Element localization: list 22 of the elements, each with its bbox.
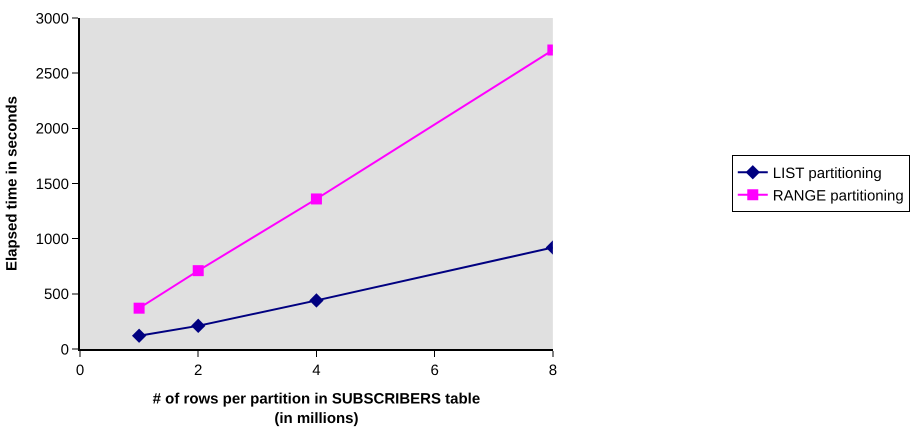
legend-label: LIST partitioning xyxy=(772,165,882,182)
y-tick-label: 2000 xyxy=(36,120,69,138)
point xyxy=(192,265,204,276)
point xyxy=(132,328,146,343)
x-tick-label: 2 xyxy=(194,362,202,379)
y-tick-label: 500 xyxy=(44,286,69,304)
x-tick-label: 8 xyxy=(548,362,558,379)
y-tick-label: 1500 xyxy=(36,176,69,193)
point xyxy=(309,293,324,308)
point xyxy=(191,318,206,333)
y-tick-label: 2500 xyxy=(36,65,69,82)
x-tick-label: 0 xyxy=(76,362,84,379)
legend-label: RANGE partitioning xyxy=(772,188,904,205)
x-axis-title: # of rows per partition in SUBSCRIBERS table (in millions) xyxy=(152,390,480,427)
y-tick-label: 0 xyxy=(60,341,69,358)
y-tick-label: 1000 xyxy=(36,230,69,248)
x-tick-label: 4 xyxy=(312,362,321,379)
y-tick-label: 3000 xyxy=(36,10,69,28)
x-tick-label: 6 xyxy=(430,362,439,379)
point xyxy=(310,193,322,204)
point xyxy=(134,302,145,314)
y-axis-title: Elapsed time in seconds xyxy=(3,96,20,272)
